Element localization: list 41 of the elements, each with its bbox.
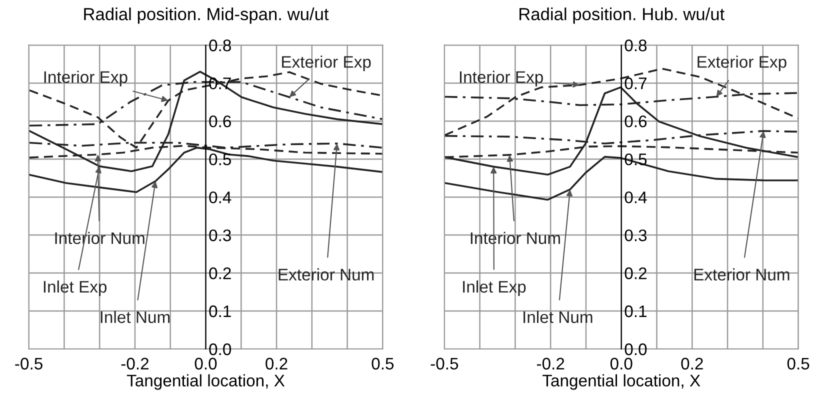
x-tick-label: -0.2 <box>121 358 148 370</box>
x-tick-label: 0.5 <box>787 358 810 370</box>
y-tick-label: 0.6 <box>209 115 231 128</box>
annotation: Inlet Num <box>524 310 592 324</box>
y-tick-label: 0.8 <box>209 40 231 52</box>
x-tick-label: 0.5 <box>372 358 394 370</box>
annotation: Exterior Num <box>278 268 374 281</box>
y-tick-label: 0.4 <box>209 191 232 204</box>
y-tick-label: 0.2 <box>624 267 646 280</box>
y-tick-label: 0.0 <box>624 343 647 356</box>
x-tick-label: 0.0 <box>194 358 217 370</box>
y-tick-label: 0.8 <box>624 40 647 52</box>
y-tick-label: 0.7 <box>624 78 646 90</box>
line-series <box>28 70 383 172</box>
annotation: Exterior Num <box>694 268 790 281</box>
y-tick-label: 0.2 <box>209 267 231 280</box>
y-tick-label: 0.4 <box>624 191 647 204</box>
y-tick-label: 0.3 <box>624 229 647 242</box>
x-tick-label: -0.5 <box>15 358 42 370</box>
annotation: Inlet Exp <box>44 280 107 296</box>
x-tick-label: 0.2 <box>681 358 703 370</box>
y-tick-label: 0.3 <box>209 229 231 242</box>
x-tick-label: -0.2 <box>536 358 564 370</box>
x-tick-label: -0.5 <box>430 358 458 370</box>
y-tick-label: 0.6 <box>624 115 647 128</box>
x-tick-label: 0.0 <box>610 358 632 370</box>
y-tick-label: 0.1 <box>624 305 646 318</box>
chart-title: Radial position. Mid-span. wu/ut <box>84 8 329 24</box>
y-tick-label: 0.1 <box>209 305 231 318</box>
x-tick-label: 0.2 <box>266 358 288 370</box>
y-tick-label: 0.0 <box>209 343 232 356</box>
y-tick-label: 0.5 <box>209 153 231 166</box>
chart-title: Radial position. Hub. wu/ut <box>520 8 725 24</box>
annotation: Inlet Num <box>100 310 170 324</box>
annotation: Interior Exp <box>44 70 128 86</box>
annotation: Exterior Exp <box>698 56 786 72</box>
annotation: Interior Exp <box>460 70 543 86</box>
annotation: Exterior Exp <box>282 56 371 72</box>
annotation: Inlet Exp <box>463 280 526 296</box>
x-axis-title: Tangential location, X <box>126 374 285 390</box>
x-axis-title: Tangential location, X <box>542 374 700 390</box>
